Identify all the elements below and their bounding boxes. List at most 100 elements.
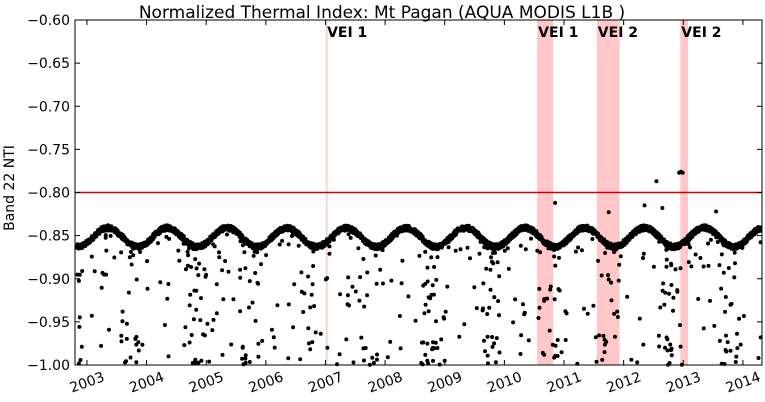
data-point [291,325,296,330]
data-point [496,246,501,251]
data-point [78,358,83,362]
data-point [306,341,311,346]
data-point [204,272,209,277]
data-point [395,233,399,238]
data-point [104,248,109,253]
data-point [413,318,418,323]
data-point [678,266,683,271]
data-point [375,247,380,252]
data-point [389,278,394,283]
data-point [518,243,523,248]
data-point-anomaly [660,206,665,210]
data-point [337,352,342,357]
data-point [485,334,490,339]
data-point [301,310,306,314]
data-point [194,307,199,312]
data-point [274,231,279,236]
data-point [706,241,711,246]
data-point [468,256,472,261]
data-point [555,338,560,342]
data-point [715,240,720,244]
data-point [431,340,435,345]
data-point [594,359,599,364]
data-point [89,254,94,259]
data-point [181,237,186,242]
data-point [312,304,317,309]
data-point [140,342,145,347]
eruption-label-4: VEI 2 [681,25,721,41]
data-point [145,259,150,264]
data-point [669,346,674,351]
data-point [661,281,666,286]
data-point [482,338,486,343]
data-point [726,266,731,270]
data-point [253,271,258,275]
data-point [485,246,490,251]
data-point [641,256,645,260]
data-point [256,354,261,359]
data-point [221,297,226,302]
data-point [733,261,737,266]
data-point-anomaly [553,200,558,205]
data-point [421,340,426,345]
data-point [272,345,277,350]
data-point [223,259,228,263]
data-point [537,286,542,291]
data-point [318,331,323,336]
data-point [356,246,361,251]
data-point [536,316,541,320]
data-point [398,346,403,351]
data-point [609,298,614,303]
data-point [380,248,385,253]
data-point [187,303,192,308]
data-point [431,358,435,363]
data-point [108,233,113,238]
data-point [217,255,222,260]
data-point [430,283,435,288]
data-point [434,277,439,282]
data-point [708,237,713,242]
data-point [99,343,104,348]
data-point [299,270,304,275]
data-point [521,302,525,307]
data-point-anomaly [680,170,685,175]
data-point [256,341,261,346]
data-point [487,305,492,310]
eruption-label-1: VEI 1 [327,25,367,41]
data-point [673,267,678,272]
data-point [514,231,519,236]
data-point [185,249,190,254]
data-point [339,228,344,233]
data-point [529,236,533,241]
data-point [658,305,663,310]
data-point [701,264,706,269]
data-point [197,261,202,266]
data-point [492,295,497,300]
data-point [202,267,207,272]
data-point [89,313,94,318]
data-point [400,258,405,263]
data-point [378,267,383,272]
data-point [311,249,316,254]
data-point [502,248,507,253]
data-point [656,333,661,338]
data-point [385,355,390,360]
data-point [251,253,256,258]
data-point [166,282,171,286]
data-point [615,315,620,319]
data-point [425,279,430,284]
chart-title: Normalized Thermal Index: Mt Pagan (AQUA… [139,3,625,23]
data-point [711,230,716,235]
data-point [701,326,706,331]
data-point [92,269,97,274]
data-point [399,281,404,286]
data-point [596,258,601,263]
data-point [723,309,727,314]
data-point [599,273,604,278]
data-point [609,280,614,285]
y-tick-label: −0.85 [27,229,70,245]
data-point [497,350,502,355]
data-point [732,250,737,255]
data-point [435,346,440,350]
